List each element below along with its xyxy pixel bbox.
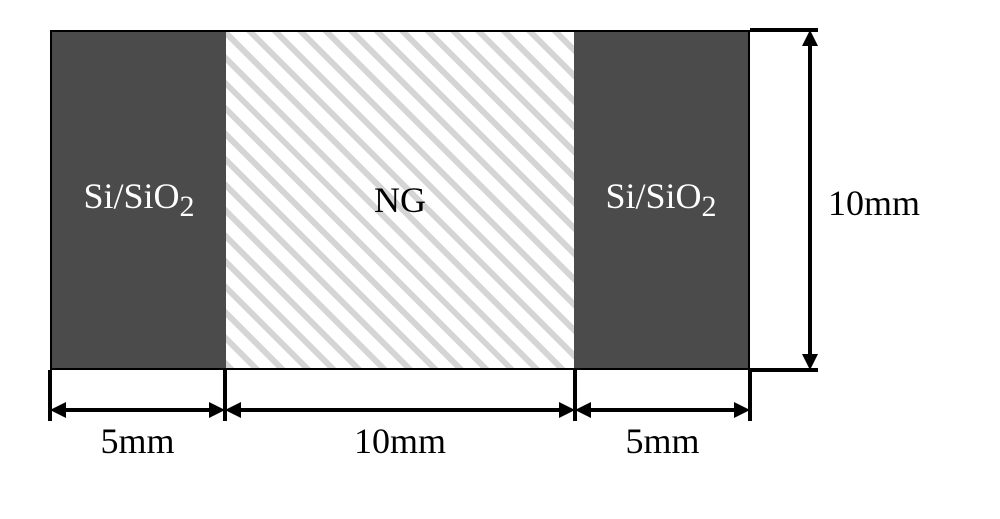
- block-label-left: Si/SiO2: [83, 175, 194, 224]
- dim-label-width-0: 5mm: [78, 420, 198, 462]
- block-center: NG: [226, 32, 574, 368]
- dim-label-width-1: 10mm: [340, 420, 460, 462]
- block-right: Si/SiO2: [574, 32, 748, 368]
- diagram-container: Si/SiO2 NG Si/SiO2 10mm 5mm 10mm 5mm: [0, 0, 1000, 519]
- block-row: Si/SiO2 NG Si/SiO2: [50, 30, 750, 370]
- dim-label-height: 10mm: [828, 182, 920, 224]
- block-label-center: NG: [374, 179, 426, 221]
- block-label-right: Si/SiO2: [605, 175, 716, 224]
- block-left: Si/SiO2: [52, 32, 226, 368]
- dim-label-width-2: 5mm: [603, 420, 723, 462]
